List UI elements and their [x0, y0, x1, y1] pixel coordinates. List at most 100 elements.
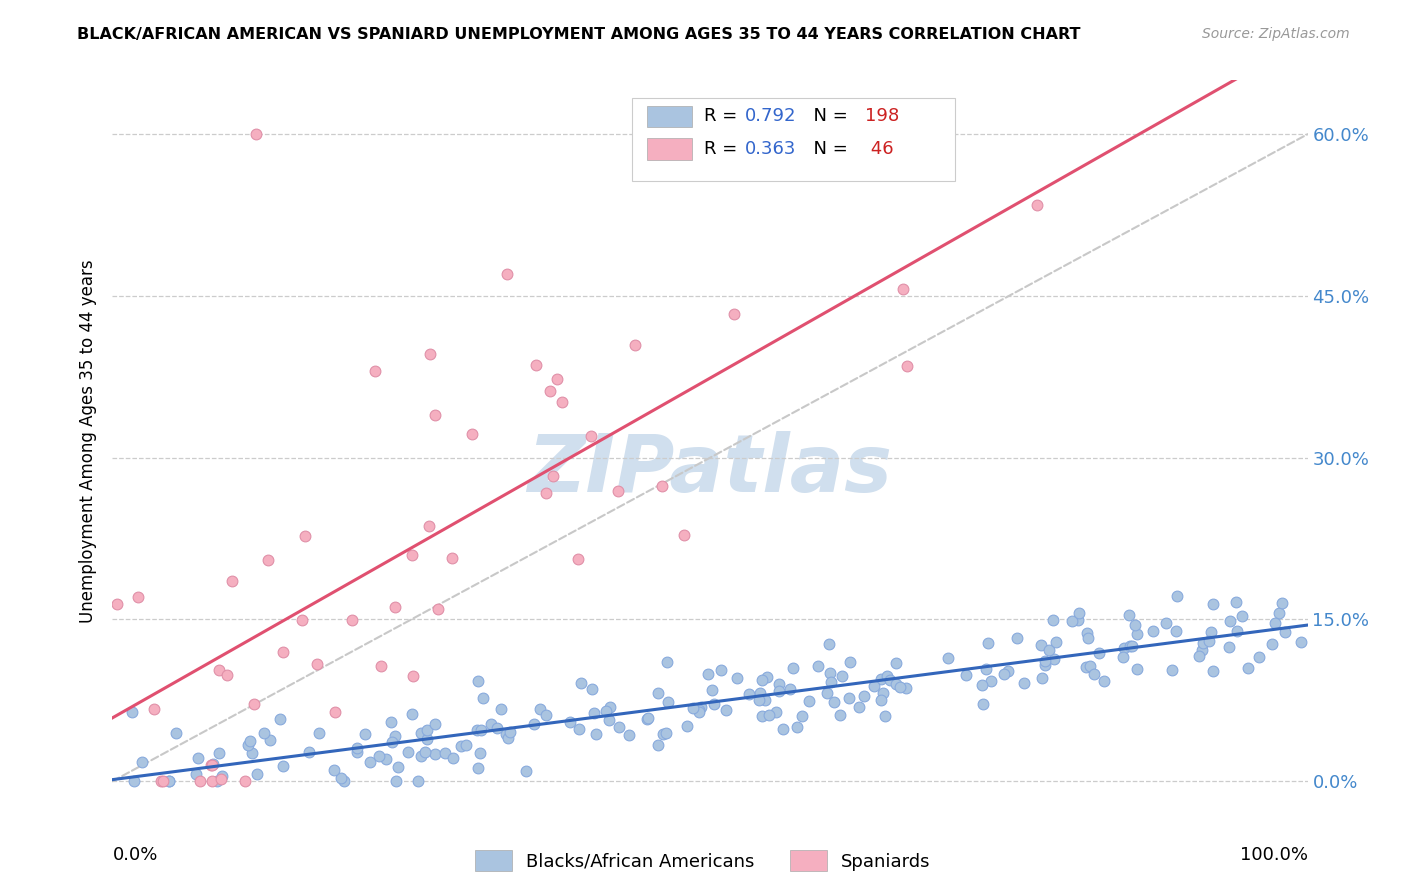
Point	[637, 711, 659, 725]
Point	[1092, 674, 1115, 689]
Point	[779, 681, 801, 696]
Point	[1199, 624, 1222, 639]
Point	[583, 706, 606, 721]
Point	[157, 774, 180, 789]
Point	[652, 726, 675, 740]
Point	[893, 282, 915, 296]
Point	[879, 673, 901, 687]
Point	[245, 127, 267, 141]
Point	[690, 699, 713, 714]
Point	[831, 669, 853, 683]
Y-axis label: Unemployment Among Ages 35 to 44 years: Unemployment Among Ages 35 to 44 years	[79, 260, 97, 624]
Point	[401, 706, 423, 721]
Point	[406, 774, 429, 789]
Point	[426, 602, 449, 616]
Point	[353, 727, 375, 741]
Point	[567, 722, 589, 736]
Point	[385, 774, 408, 789]
Point	[884, 656, 907, 670]
Point	[997, 665, 1019, 679]
Point	[498, 724, 520, 739]
Point	[569, 676, 592, 690]
Point	[496, 268, 519, 282]
Point	[716, 703, 738, 717]
Point	[233, 774, 256, 789]
Point	[207, 774, 229, 789]
Text: R =: R =	[704, 107, 742, 126]
Point	[411, 749, 433, 764]
Point	[1045, 635, 1067, 649]
Point	[221, 574, 243, 588]
Point	[1202, 597, 1225, 611]
Point	[142, 701, 165, 715]
Point	[370, 658, 392, 673]
Point	[1156, 616, 1178, 631]
Point	[1038, 643, 1060, 657]
Point	[567, 551, 589, 566]
Point	[748, 693, 770, 707]
Point	[340, 614, 363, 628]
Text: 198: 198	[866, 107, 900, 126]
Point	[786, 720, 808, 734]
Point	[758, 708, 780, 723]
Point	[1164, 624, 1187, 638]
Point	[765, 705, 787, 719]
Point	[1274, 625, 1296, 640]
Point	[751, 709, 773, 723]
Point	[884, 677, 907, 691]
Point	[655, 655, 678, 669]
Point	[977, 636, 1000, 650]
Point	[332, 774, 354, 789]
Point	[828, 707, 851, 722]
Point	[1236, 661, 1258, 675]
Point	[468, 746, 491, 760]
Point	[298, 745, 321, 759]
Point	[415, 745, 437, 759]
Point	[1119, 640, 1142, 654]
Point	[848, 699, 870, 714]
Point	[1062, 614, 1084, 628]
Point	[384, 729, 406, 743]
Point	[271, 645, 294, 659]
Point	[1142, 624, 1164, 638]
Point	[253, 725, 276, 739]
Point	[599, 700, 621, 714]
Point	[515, 764, 537, 778]
Point	[647, 686, 669, 700]
Point	[202, 756, 225, 771]
Point	[1012, 675, 1035, 690]
Point	[217, 668, 239, 682]
Point	[782, 660, 804, 674]
Point	[738, 687, 761, 701]
Point	[1043, 652, 1066, 666]
Point	[703, 697, 725, 711]
Point	[1261, 637, 1284, 651]
Point	[1247, 650, 1270, 665]
Point	[121, 705, 143, 719]
Point	[541, 469, 564, 483]
Point	[1035, 654, 1057, 668]
Point	[186, 767, 208, 781]
Point	[240, 746, 263, 760]
Point	[702, 682, 724, 697]
Point	[416, 723, 439, 738]
Point	[440, 550, 463, 565]
Point	[402, 669, 425, 683]
Point	[1289, 635, 1312, 649]
Point	[1078, 658, 1101, 673]
Point	[823, 695, 845, 709]
Point	[751, 673, 773, 688]
Point	[768, 684, 790, 698]
Point	[838, 655, 860, 669]
Point	[256, 552, 278, 566]
Point	[1114, 641, 1136, 656]
Point	[425, 716, 447, 731]
Point	[1118, 608, 1140, 623]
Point	[688, 703, 710, 717]
Point	[619, 728, 641, 742]
Point	[558, 714, 581, 729]
Point	[980, 673, 1002, 688]
Point	[955, 668, 977, 682]
Point	[1218, 640, 1240, 655]
Point	[323, 705, 346, 719]
